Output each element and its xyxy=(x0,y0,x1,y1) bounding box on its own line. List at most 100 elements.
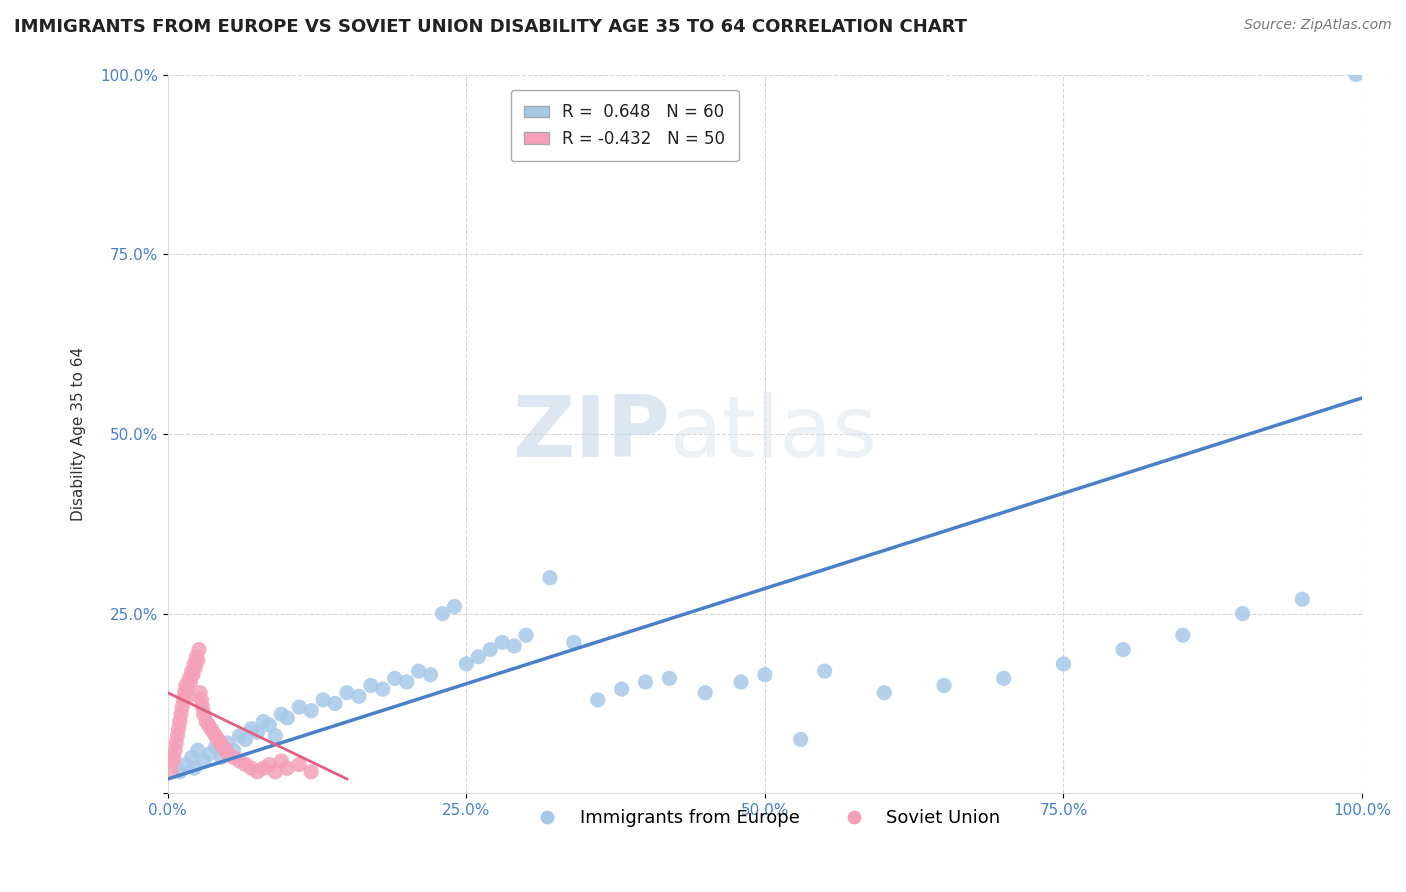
Point xyxy=(1112,642,1135,657)
Point xyxy=(200,722,222,736)
Point xyxy=(479,642,502,657)
Point xyxy=(170,707,193,722)
Point xyxy=(187,653,209,667)
Point xyxy=(288,757,311,772)
Point xyxy=(515,628,537,642)
Point xyxy=(217,747,239,761)
Point xyxy=(193,754,215,768)
Point xyxy=(634,674,657,689)
Point xyxy=(695,686,717,700)
Point xyxy=(270,754,292,768)
Point xyxy=(162,754,184,768)
Point xyxy=(993,671,1015,685)
Point xyxy=(183,761,205,775)
Point xyxy=(177,690,200,704)
Point xyxy=(264,764,287,779)
Point xyxy=(198,747,221,761)
Point xyxy=(1232,607,1254,621)
Point xyxy=(180,664,202,678)
Point xyxy=(166,729,188,743)
Point xyxy=(188,686,211,700)
Point xyxy=(217,736,239,750)
Point xyxy=(172,700,194,714)
Point xyxy=(211,750,233,764)
Point xyxy=(181,667,204,681)
Point xyxy=(209,736,232,750)
Point xyxy=(408,664,430,678)
Point xyxy=(252,714,274,729)
Point xyxy=(172,693,194,707)
Point xyxy=(180,750,202,764)
Point xyxy=(191,700,214,714)
Point xyxy=(347,690,370,704)
Point xyxy=(186,649,208,664)
Point xyxy=(180,674,202,689)
Point xyxy=(211,739,233,754)
Text: atlas: atlas xyxy=(669,392,877,475)
Point xyxy=(204,729,226,743)
Point xyxy=(1171,628,1194,642)
Point xyxy=(586,693,609,707)
Point xyxy=(1052,657,1074,671)
Point xyxy=(252,761,274,775)
Point xyxy=(276,711,298,725)
Point xyxy=(207,732,229,747)
Point xyxy=(214,743,236,757)
Point xyxy=(360,679,382,693)
Point xyxy=(228,729,250,743)
Point xyxy=(443,599,465,614)
Point xyxy=(179,671,201,685)
Point xyxy=(1344,68,1367,82)
Point xyxy=(174,679,197,693)
Point xyxy=(610,682,633,697)
Point xyxy=(240,761,263,775)
Point xyxy=(184,660,207,674)
Point xyxy=(419,667,441,681)
Point xyxy=(183,657,205,671)
Point xyxy=(491,635,513,649)
Point xyxy=(165,736,187,750)
Point xyxy=(169,714,191,729)
Point xyxy=(264,729,287,743)
Point xyxy=(222,750,245,764)
Point xyxy=(395,674,418,689)
Point xyxy=(204,739,226,754)
Point xyxy=(932,679,955,693)
Point xyxy=(384,671,406,685)
Point xyxy=(228,754,250,768)
Point xyxy=(259,718,281,732)
Point xyxy=(176,682,198,697)
Point xyxy=(193,707,215,722)
Point xyxy=(222,743,245,757)
Point xyxy=(312,693,335,707)
Point xyxy=(259,757,281,772)
Point xyxy=(873,686,896,700)
Point xyxy=(187,743,209,757)
Point xyxy=(235,732,257,747)
Point xyxy=(197,718,219,732)
Point xyxy=(163,743,186,757)
Point xyxy=(235,757,257,772)
Point xyxy=(336,686,359,700)
Point xyxy=(467,649,489,664)
Point xyxy=(270,707,292,722)
Point xyxy=(730,674,752,689)
Point xyxy=(658,671,681,685)
Y-axis label: Disability Age 35 to 64: Disability Age 35 to 64 xyxy=(72,347,86,521)
Text: IMMIGRANTS FROM EUROPE VS SOVIET UNION DISABILITY AGE 35 TO 64 CORRELATION CHART: IMMIGRANTS FROM EUROPE VS SOVIET UNION D… xyxy=(14,18,967,36)
Point xyxy=(167,722,190,736)
Point xyxy=(562,635,585,649)
Point xyxy=(276,761,298,775)
Point xyxy=(173,686,195,700)
Legend: Immigrants from Europe, Soviet Union: Immigrants from Europe, Soviet Union xyxy=(522,802,1008,835)
Point xyxy=(538,571,561,585)
Point xyxy=(246,764,269,779)
Point xyxy=(246,725,269,739)
Point xyxy=(814,664,837,678)
Point xyxy=(503,639,526,653)
Point xyxy=(190,693,212,707)
Point xyxy=(240,722,263,736)
Point xyxy=(288,700,311,714)
Point xyxy=(299,764,322,779)
Point xyxy=(174,757,197,772)
